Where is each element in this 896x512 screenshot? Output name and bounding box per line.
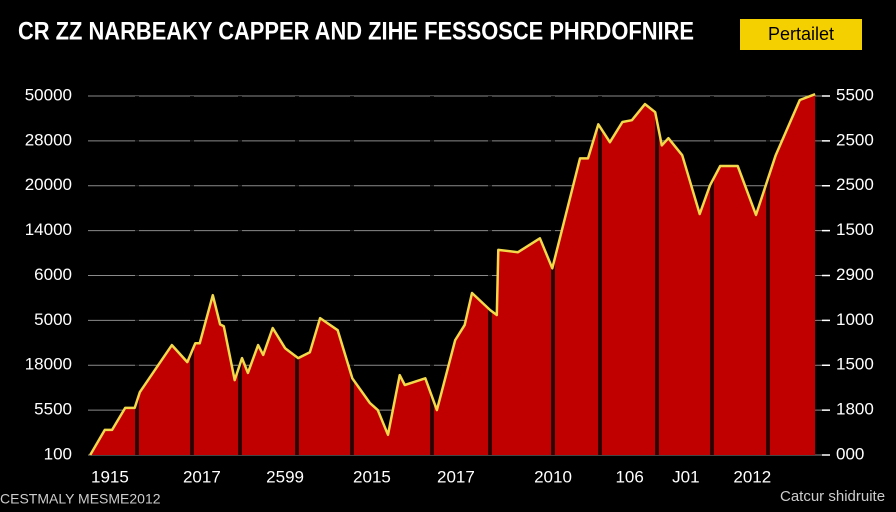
x-tick-label: 2010 (534, 467, 572, 486)
y-tick-label: 50000 (25, 85, 72, 104)
footer-right: Catcur shidruite (780, 488, 885, 505)
x-tick-label: 2015 (353, 467, 391, 486)
x-tick-label: J01 (672, 467, 699, 486)
x-tick-label: 2017 (183, 467, 221, 486)
y-tick-label: 5500 (34, 400, 72, 419)
y2-tick-label: 5500 (836, 85, 874, 104)
y-tick-label: 6000 (34, 265, 72, 284)
y2-tick-label: 1000 (836, 310, 874, 329)
y2-tick-label: 2500 (836, 130, 874, 149)
button-label[interactable]: Pertailet (768, 24, 834, 44)
line (89, 93, 816, 456)
y2-tick-label: 2500 (836, 175, 874, 194)
x-tick-label: 106 (615, 467, 643, 486)
area (90, 94, 816, 455)
x-tick-label: 2599 (266, 467, 304, 486)
y-tick-label: 100 (44, 444, 72, 463)
x-tick-label: 2017 (437, 467, 475, 486)
y-tick-label: 28000 (25, 130, 72, 149)
y2-tick-label: 1500 (836, 355, 874, 374)
x-tick-label: 2012 (733, 467, 771, 486)
footer-left: CESTMALY MESME2012 (0, 491, 161, 507)
x-tick-label: 1915 (91, 467, 129, 486)
chart-title: CR ZZ NARBEAKY CAPPER AND ZIHE FESSOSCE … (18, 18, 694, 46)
button-bg[interactable] (740, 19, 862, 50)
y-tick-label: 20000 (25, 175, 72, 194)
y2-tick-label: 000 (836, 444, 864, 463)
y2-tick-label: 1500 (836, 220, 874, 239)
y2-tick-label: 2900 (836, 265, 874, 284)
y-tick-label: 14000 (25, 220, 72, 239)
y-tick-label: 18000 (25, 355, 72, 374)
y-tick-label: 5000 (34, 310, 72, 329)
y2-tick-label: 1800 (836, 400, 874, 419)
